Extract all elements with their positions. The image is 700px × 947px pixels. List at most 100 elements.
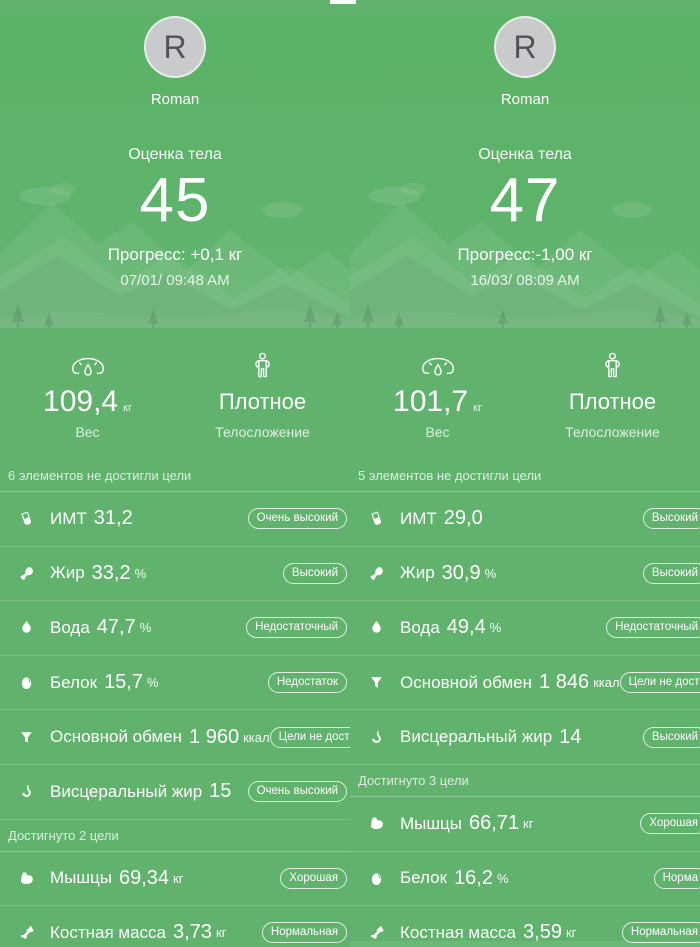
metric-row[interactable]: Мышцы 69,34 кг Хорошая: [0, 852, 350, 907]
body-icon: [175, 349, 350, 381]
status-badge: Высокий: [642, 508, 700, 530]
score-label: Оценка тела: [128, 146, 222, 163]
scale-icon: [350, 349, 525, 381]
metric-row[interactable]: ИМТ 29,0 Высокий: [350, 492, 700, 547]
metric-row[interactable]: Белок 15,7 % Недостаток: [0, 656, 350, 711]
metric-sections: 6 элементов не достигли цели ИМТ 31,2 Оч…: [0, 460, 350, 947]
body-report-panel-left: R Roman Оценка тела 45 Прогресс: +0,1 кг…: [0, 16, 350, 947]
metric-unit: %: [497, 870, 509, 886]
metric-value: 69,34: [118, 866, 170, 889]
weight-stat[interactable]: 109,4 кг Вес: [0, 349, 175, 440]
metric-row[interactable]: Основной обмен 1 846 ккал Цели не достиг…: [350, 656, 700, 711]
screenshot-artifact-notch: [330, 0, 356, 4]
metric-value: 30,9: [441, 561, 481, 584]
status-badge: Высокий: [642, 726, 700, 748]
status-badge: Недостаточный: [246, 617, 347, 639]
status-badge: Цели не достигнуты: [269, 726, 350, 748]
metric-label: Вода: [400, 617, 440, 637]
metric-value: 3,59: [523, 921, 562, 944]
avatar[interactable]: R: [144, 16, 206, 78]
bodytype-value: Плотное: [218, 389, 307, 414]
metric-unit: ккал: [243, 729, 270, 745]
metric-value: 14: [559, 725, 582, 748]
metric-row[interactable]: ИМТ 31,2 Очень высокий: [0, 492, 350, 547]
section-header: Достигнуто 3 цели: [350, 765, 700, 797]
metabolism-icon: [18, 729, 35, 746]
metric-unit: кг: [565, 925, 577, 941]
metric-row[interactable]: Белок 16,2 % Норма: [350, 852, 700, 907]
bodytype-stat[interactable]: Плотное Телосложение: [175, 349, 350, 440]
metric-unit: кг: [173, 870, 184, 886]
metric-value: 3,73: [173, 921, 212, 944]
metric-value: 49,4: [446, 616, 486, 639]
fat-icon: [368, 565, 385, 582]
muscle-icon: [368, 815, 385, 832]
weight-label: Вес: [75, 424, 100, 440]
metric-row[interactable]: Вода 47,7 % Недостаточный: [0, 601, 350, 656]
avatar-initial: R: [163, 29, 187, 65]
metric-label: ИМТ: [400, 508, 437, 528]
weight-value: 101,7: [393, 385, 469, 418]
weight-label: Вес: [425, 424, 450, 440]
bodytype-label: Телосложение: [565, 424, 660, 440]
visceral-fat-icon: [18, 783, 35, 800]
status-badge: Нормальная: [621, 922, 700, 944]
avatar-initial: R: [513, 29, 537, 65]
metric-row[interactable]: Висцеральный жир 15 Очень высокий: [0, 765, 350, 820]
status-badge: Очень высокий: [247, 781, 347, 803]
score-value: 47: [489, 166, 561, 235]
metric-label: Вода: [50, 617, 90, 637]
profile-name: Roman: [150, 91, 200, 108]
metric-row[interactable]: Костная масса 3,59 кг Нормальная: [350, 906, 700, 947]
next-card-strip: [350, 941, 700, 947]
status-badge: Недостаток: [267, 672, 347, 694]
weight-stat[interactable]: 101,7 кг Вес: [350, 349, 525, 440]
metric-unit: %: [139, 620, 152, 636]
metric-label: ИМТ: [50, 508, 87, 528]
metric-label: Костная масса: [400, 922, 517, 942]
metric-value: 1 960: [189, 725, 240, 748]
visceral-fat-icon: [368, 729, 385, 746]
water-icon: [18, 619, 35, 636]
stats-row: 109,4 кг Вес Плотное Телосложение: [0, 328, 350, 440]
score-progress: Прогресс:-1,00 кг: [457, 245, 593, 264]
status-badge: Высокий: [642, 562, 700, 584]
weight-unit: кг: [123, 402, 132, 414]
metric-value: 15,7: [104, 671, 143, 694]
metric-label: Белок: [400, 868, 448, 888]
protein-icon: [368, 870, 385, 887]
status-badge: Очень высокий: [247, 508, 347, 530]
metric-label: Висцеральный жир: [50, 781, 203, 801]
status-badge: Недостаточный: [606, 617, 700, 639]
metric-value: 1 846: [539, 671, 590, 694]
metric-sections: 5 элементов не достигли цели ИМТ 29,0 Вы…: [350, 460, 700, 947]
avatar[interactable]: R: [494, 16, 556, 78]
metric-value: 29,0: [443, 507, 483, 530]
section-header: Достигнуто 2 цели: [0, 820, 350, 852]
status-badge: Норма: [653, 867, 700, 889]
metric-row[interactable]: Основной обмен 1 960 ккал Цели не достиг…: [0, 710, 350, 765]
fat-icon: [18, 565, 35, 582]
metric-row[interactable]: Вода 49,4 % Недостаточный: [350, 601, 700, 656]
status-badge: Хорошая: [640, 813, 700, 835]
metric-row[interactable]: Жир 30,9 % Высокий: [350, 547, 700, 602]
score-date: 16/03/ 08:09 AM: [470, 272, 580, 289]
bmi-icon: [368, 510, 385, 527]
metric-unit: %: [134, 565, 147, 581]
metric-row[interactable]: Мышцы 66,71 кг Хорошая: [350, 797, 700, 852]
bodytype-stat[interactable]: Плотное Телосложение: [525, 349, 700, 440]
protein-icon: [18, 674, 35, 691]
metric-row[interactable]: Висцеральный жир 14 Высокий: [350, 710, 700, 765]
metric-unit: ккал: [593, 675, 620, 691]
hero-section: R Roman Оценка тела 47 Прогресс:-1,00 кг…: [350, 16, 700, 328]
metric-row[interactable]: Костная масса 3,73 кг Нормальная: [0, 906, 350, 947]
metric-label: Основной обмен: [50, 727, 183, 747]
score-value: 45: [139, 166, 211, 235]
status-badge: Высокий: [282, 562, 347, 584]
metric-row[interactable]: Жир 33,2 % Высокий: [0, 547, 350, 602]
body-icon: [525, 349, 700, 381]
score-progress: Прогресс: +0,1 кг: [107, 245, 243, 264]
metric-value: 31,2: [93, 507, 133, 530]
bodytype-value: Плотное: [568, 389, 657, 414]
metric-label: Мышцы: [400, 813, 462, 833]
